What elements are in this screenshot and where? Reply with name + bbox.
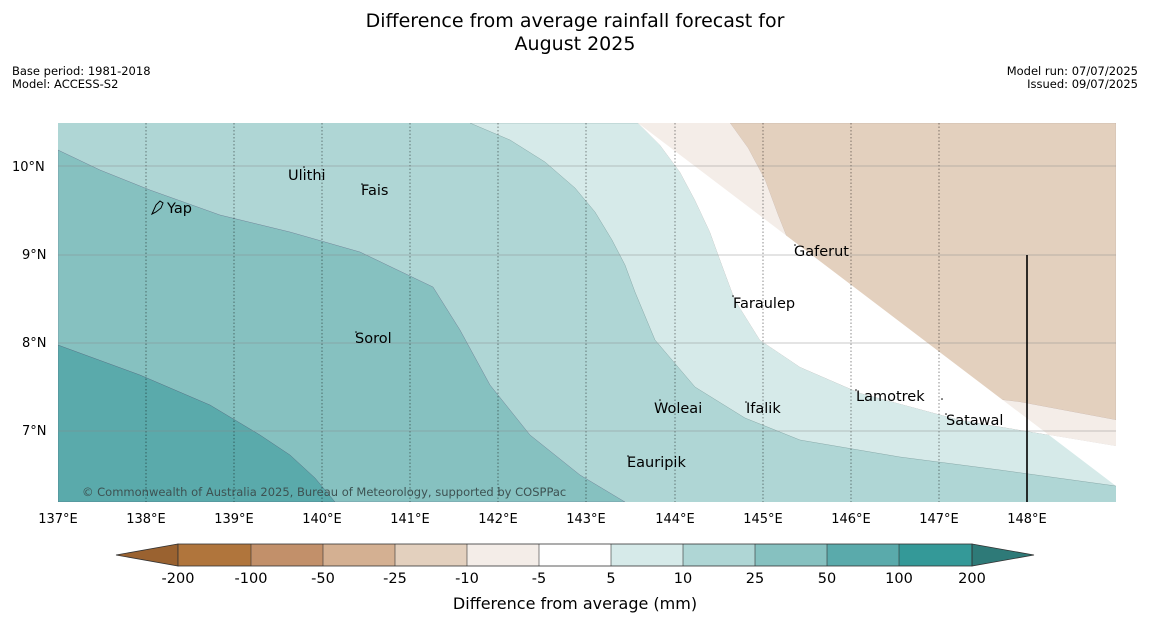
place-fais: Fais bbox=[361, 183, 388, 199]
colorbar-seg-7 bbox=[611, 544, 683, 566]
lon-tick-141e: 141°E bbox=[390, 512, 430, 527]
colorbar: -200 -100 -50 -25 -10 -5 5 10 25 50 100 … bbox=[115, 543, 1035, 587]
place-faraulep: Faraulep bbox=[733, 296, 795, 312]
cb-tick-neg100: -100 bbox=[235, 571, 268, 587]
white-neutral-area bbox=[638, 123, 1116, 486]
title-line-2: August 2025 bbox=[514, 33, 636, 55]
cb-tick-neg25: -25 bbox=[383, 571, 407, 587]
cb-tick-50: 50 bbox=[818, 571, 836, 587]
place-labels: Ulithi Fais Yap Gaferut Faraulep Sorol L… bbox=[166, 166, 1003, 471]
colorbar-tick-labels: -200 -100 -50 -25 -10 -5 5 10 25 50 100 … bbox=[162, 571, 986, 587]
base-period-text: Base period: 1981-2018 bbox=[12, 64, 151, 78]
cb-tick-neg50: -50 bbox=[311, 571, 335, 587]
yap-island-icon bbox=[150, 200, 164, 216]
meta-left: Base period: 1981-2018 Model: ACCESS-S2 bbox=[12, 65, 151, 91]
colorbar-label: Difference from average (mm) bbox=[452, 594, 698, 613]
cb-tick-25: 25 bbox=[746, 571, 764, 587]
place-ulithi: Ulithi bbox=[288, 168, 326, 184]
colorbar-extend-high bbox=[971, 543, 1035, 567]
lon-tick-145e: 145°E bbox=[743, 512, 783, 527]
lon-tick-142e: 142°E bbox=[478, 512, 518, 527]
place-woleai: Woleai bbox=[654, 401, 702, 417]
model-text: Model: ACCESS-S2 bbox=[12, 77, 119, 91]
cb-tick-200: 200 bbox=[958, 571, 986, 587]
colorbar-seg-11 bbox=[899, 544, 972, 566]
colorbar-seg-4 bbox=[395, 544, 467, 566]
band-50-100 bbox=[58, 344, 336, 502]
model-run-text: Model run: 07/07/2025 bbox=[1006, 64, 1138, 78]
colorbar-seg-9 bbox=[755, 544, 827, 566]
colorbar-extend-low bbox=[115, 543, 179, 567]
colorbar-seg-8 bbox=[683, 544, 755, 566]
lat-tick-7n: 7°N bbox=[22, 424, 47, 439]
cb-tick-100: 100 bbox=[885, 571, 913, 587]
lon-tick-144e: 144°E bbox=[655, 512, 695, 527]
copyright-text: © Commonwealth of Australia 2025, Bureau… bbox=[82, 485, 566, 499]
lon-tick-138e: 138°E bbox=[126, 512, 166, 527]
colorbar-seg-3 bbox=[323, 544, 395, 566]
place-sorol: Sorol bbox=[355, 331, 392, 347]
colorbar-frame bbox=[177, 543, 973, 567]
lat-tick-10n: 10°N bbox=[12, 160, 45, 175]
lat-tick-9n: 9°N bbox=[22, 248, 47, 263]
cb-tick-neg5: -5 bbox=[532, 571, 546, 587]
title-line-1: Difference from average rainfall forecas… bbox=[365, 10, 785, 32]
colorbar-seg-2 bbox=[251, 544, 323, 566]
lat-tick-8n: 8°N bbox=[22, 336, 47, 351]
place-ifalik: Ifalik bbox=[746, 401, 781, 417]
issued-text: Issued: 09/07/2025 bbox=[1027, 77, 1138, 91]
gridlines bbox=[145, 123, 940, 502]
lat-tick-labels: 10°N 9°N 8°N 7°N bbox=[12, 160, 47, 439]
cb-tick-neg10: -10 bbox=[455, 571, 479, 587]
lon-tick-143e: 143°E bbox=[566, 512, 606, 527]
place-yap: Yap bbox=[166, 201, 192, 217]
lon-tick-146e: 146°E bbox=[831, 512, 871, 527]
lon-tick-140e: 140°E bbox=[302, 512, 342, 527]
lon-tick-148e: 148°E bbox=[1007, 512, 1047, 527]
cb-tick-5: 5 bbox=[606, 571, 615, 587]
place-lamotrek: Lamotrek bbox=[856, 389, 925, 405]
chart-title: Difference from average rainfall forecas… bbox=[0, 10, 1150, 56]
colorbar-seg-5 bbox=[467, 544, 539, 566]
lon-tick-labels: 137°E 138°E 139°E 140°E 141°E 142°E 143°… bbox=[38, 512, 1047, 527]
colorbar-seg-10 bbox=[827, 544, 899, 566]
lat-gridlines bbox=[58, 165, 1116, 432]
cb-tick-neg200: -200 bbox=[162, 571, 195, 587]
lon-tick-139e: 139°E bbox=[214, 512, 254, 527]
meta-right: Model run: 07/07/2025 Issued: 09/07/2025 bbox=[1007, 65, 1138, 91]
band-neg-5-10-strip bbox=[638, 123, 1116, 446]
place-satawal: Satawal bbox=[946, 413, 1003, 429]
lon-tick-137e: 137°E bbox=[38, 512, 78, 527]
colorbar-seg-6 bbox=[539, 544, 611, 566]
place-gaferut: Gaferut bbox=[794, 244, 849, 260]
cb-tick-10: 10 bbox=[674, 571, 692, 587]
lon-tick-147e: 147°E bbox=[919, 512, 959, 527]
colorbar-seg-1 bbox=[178, 544, 251, 566]
place-eauripik: Eauripik bbox=[627, 455, 686, 471]
map-area bbox=[58, 123, 1116, 502]
